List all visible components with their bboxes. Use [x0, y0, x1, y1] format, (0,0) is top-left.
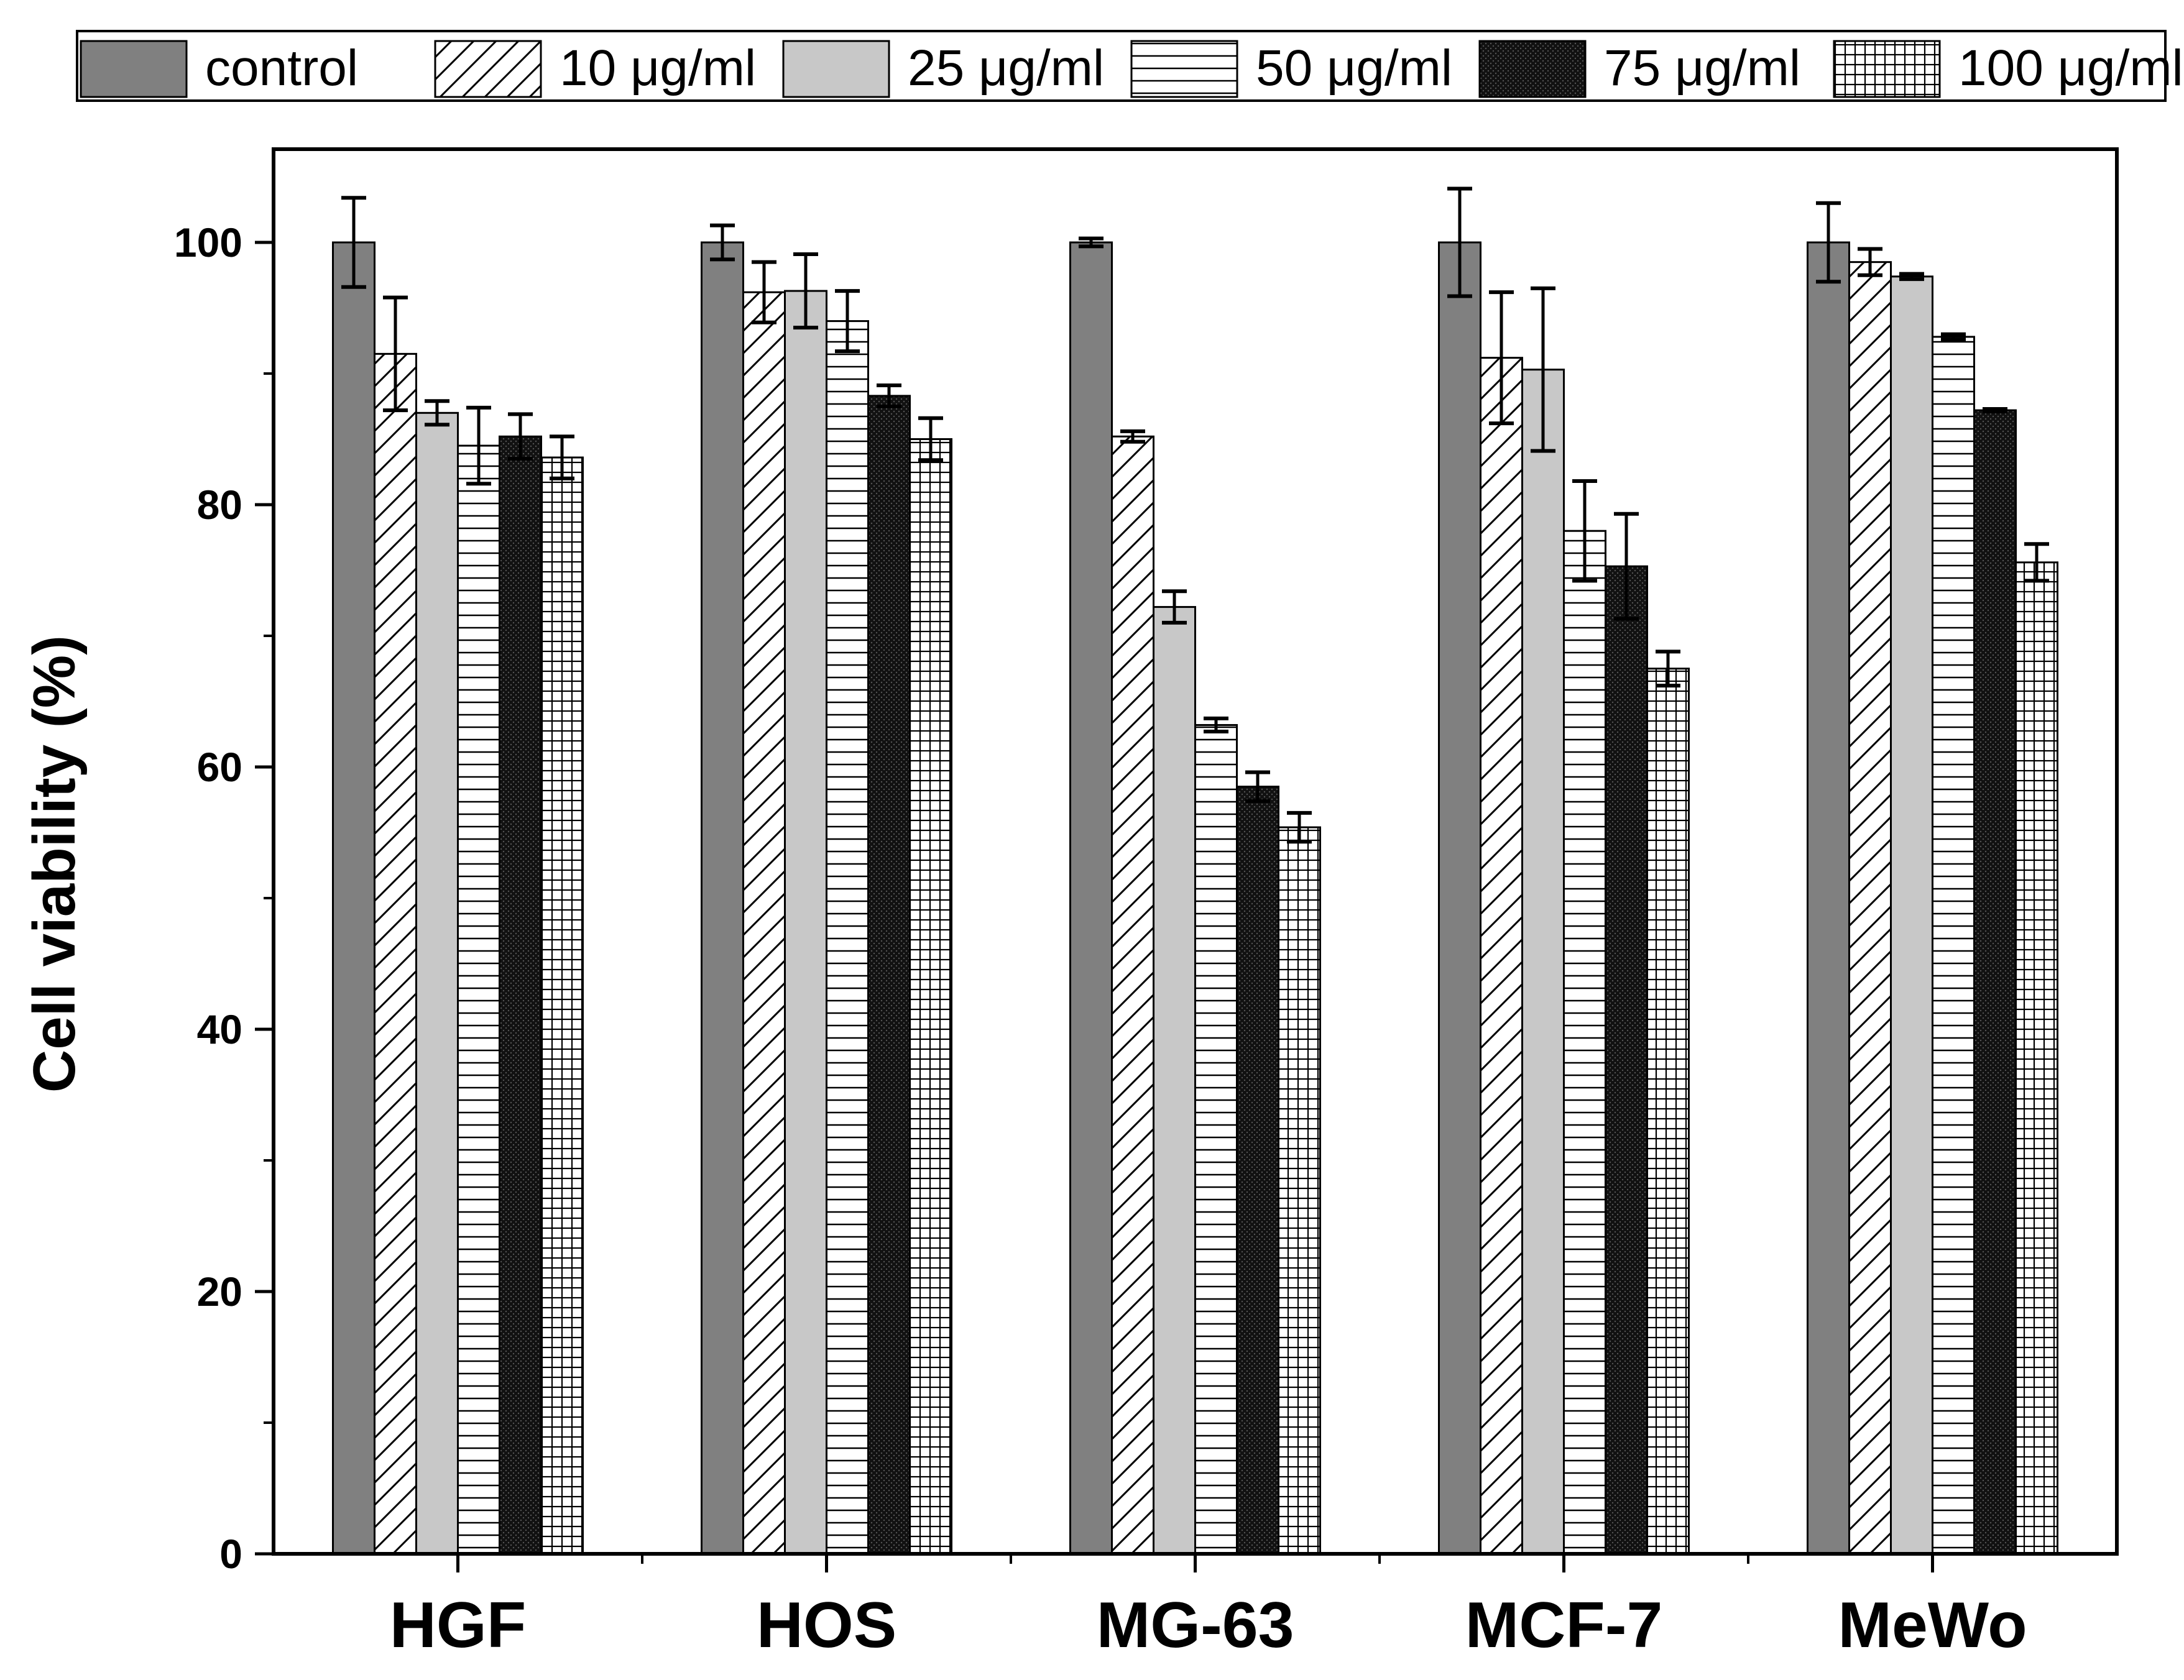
legend-entry: 25 μg/ml — [782, 40, 1104, 98]
legend-label: 10 μg/ml — [560, 40, 756, 96]
bar — [1848, 261, 1892, 1555]
error-bar — [466, 405, 491, 486]
bar — [1236, 786, 1279, 1555]
error-bar — [1287, 810, 1312, 844]
bar — [374, 352, 417, 1555]
legend-entry: 75 μg/ml — [1478, 40, 1800, 98]
bar — [1111, 435, 1154, 1555]
error-bar — [1816, 201, 1841, 284]
y-axis-title: Cell viability (%) — [21, 635, 88, 1093]
legend: control 10 μg/ml 25 μg/ml 50 μg/ml 75 μg/ml 1… — [76, 30, 2183, 102]
legend-swatch — [1833, 40, 1941, 98]
legend-swatch — [80, 40, 188, 98]
legend-entry: control — [80, 40, 358, 98]
error-bar — [550, 434, 574, 480]
error-bar — [1120, 429, 1145, 444]
bar — [2015, 561, 2058, 1555]
error-bar — [1162, 589, 1187, 625]
bar — [1521, 369, 1565, 1555]
legend-swatch — [1130, 40, 1238, 98]
x-category-label: HOS — [757, 1589, 896, 1661]
legend-label: 25 μg/ml — [908, 40, 1104, 96]
y-tick-label: 100 — [174, 219, 242, 265]
bar — [1563, 530, 1606, 1555]
error-bar — [877, 383, 901, 408]
plot-area: 0 20 40 60 80 100 HGF HOS MG-63 MCF-7 MeWo — [174, 147, 2119, 1661]
bar — [909, 438, 952, 1555]
error-bar — [383, 295, 408, 413]
y-tick-label: 0 — [219, 1531, 242, 1577]
bar — [784, 290, 827, 1555]
x-category-label: MG-63 — [1097, 1589, 1294, 1661]
legend-entry: 100 μg/ml — [1833, 40, 2183, 98]
y-tick-label: 60 — [197, 744, 242, 790]
legend-entry: 50 μg/ml — [1130, 40, 1452, 98]
error-bar — [1245, 770, 1270, 803]
error-bar — [793, 252, 818, 330]
legend-frame — [76, 30, 2167, 102]
bar — [1973, 409, 2017, 1555]
error-bar — [1572, 479, 1597, 583]
bar — [1480, 357, 1523, 1555]
plot-frame — [272, 147, 2119, 1556]
error-bar — [1858, 247, 1882, 277]
error-bar — [918, 416, 943, 462]
legend-swatch — [434, 40, 542, 98]
error-bar — [1941, 332, 1966, 342]
legend-swatch — [782, 40, 890, 98]
legend-label: 75 μg/ml — [1604, 40, 1800, 96]
error-bar — [1079, 236, 1104, 249]
bar — [701, 241, 744, 1555]
bar — [1932, 336, 1975, 1555]
error-bar — [1899, 272, 1924, 282]
error-bar — [425, 399, 449, 427]
x-category-label: MCF-7 — [1465, 1589, 1663, 1661]
bar — [1438, 241, 1481, 1555]
y-tick-label: 40 — [197, 1006, 242, 1052]
bar — [742, 291, 786, 1555]
x-category-label: HGF — [390, 1589, 527, 1661]
legend-entry: 10 μg/ml — [434, 40, 756, 98]
error-bar — [1531, 286, 1555, 453]
y-tick-label: 20 — [197, 1269, 242, 1315]
bar — [415, 411, 459, 1555]
error-bar — [341, 196, 366, 289]
error-bar — [1204, 716, 1228, 734]
x-category-label: MeWo — [1838, 1589, 2027, 1661]
y-tick-label: 80 — [197, 482, 242, 528]
error-bar — [835, 289, 860, 354]
bar — [1153, 606, 1196, 1555]
error-bar — [752, 260, 776, 324]
bar — [332, 241, 376, 1555]
bar — [867, 395, 911, 1555]
bar — [1807, 241, 1850, 1555]
legend-label: control — [205, 40, 358, 96]
bar — [826, 320, 869, 1555]
bar — [1278, 826, 1321, 1555]
error-bar — [1656, 650, 1680, 688]
bar — [540, 456, 584, 1555]
error-bar — [1983, 406, 2007, 414]
bar — [457, 444, 500, 1555]
legend-label: 50 μg/ml — [1256, 40, 1452, 96]
bar — [1605, 565, 1648, 1555]
error-bar — [2024, 542, 2049, 583]
bar — [1194, 723, 1238, 1555]
error-bar — [1447, 186, 1472, 298]
error-bar — [710, 223, 735, 262]
error-bar — [1489, 290, 1514, 426]
error-bar — [1614, 512, 1639, 621]
bar — [1890, 275, 1933, 1555]
bar — [1069, 241, 1113, 1555]
error-bar — [508, 412, 533, 461]
legend-label: 100 μg/ml — [1958, 40, 2183, 96]
bar — [1646, 668, 1690, 1555]
bar — [499, 435, 542, 1555]
legend-swatch — [1478, 40, 1587, 98]
